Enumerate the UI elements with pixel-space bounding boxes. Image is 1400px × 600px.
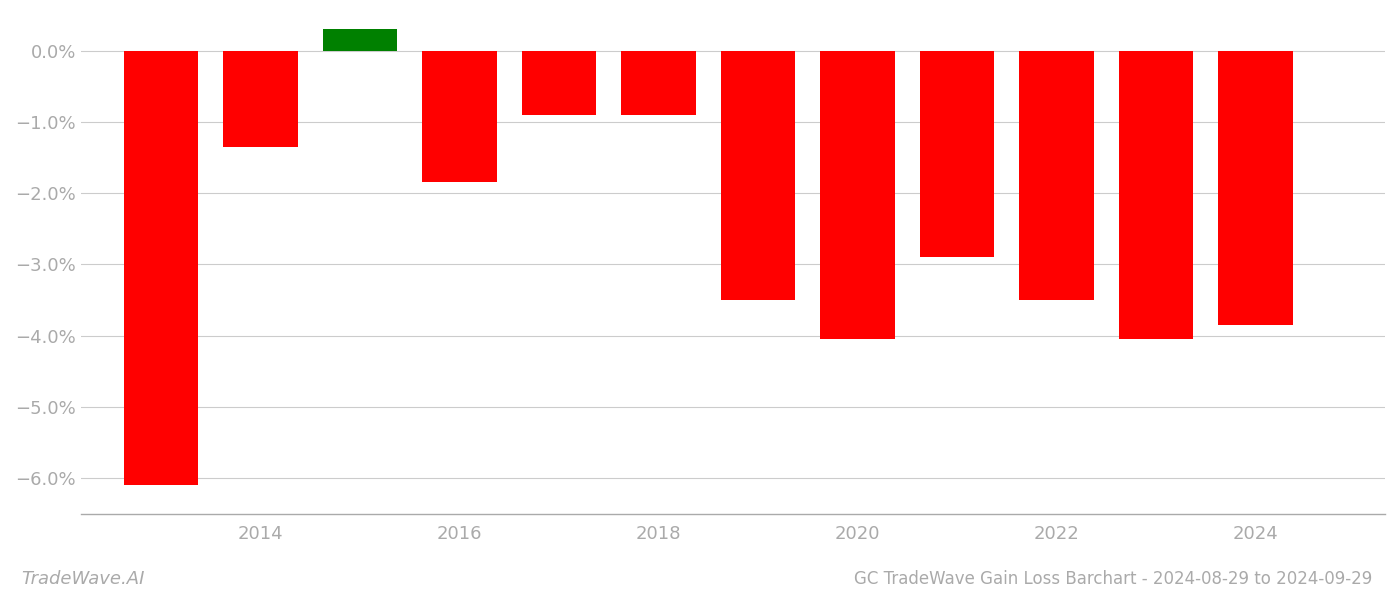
Bar [1119,50,1193,339]
Bar [223,50,298,147]
Bar [622,50,696,115]
Text: GC TradeWave Gain Loss Barchart - 2024-08-29 to 2024-09-29: GC TradeWave Gain Loss Barchart - 2024-0… [854,570,1372,588]
Bar [522,50,596,115]
Bar [423,50,497,182]
Bar [820,50,895,339]
Bar [1218,50,1294,325]
Bar [322,29,398,50]
Bar [721,50,795,300]
Bar [920,50,994,257]
Text: TradeWave.AI: TradeWave.AI [21,570,144,588]
Bar [1019,50,1093,300]
Bar [123,50,199,485]
